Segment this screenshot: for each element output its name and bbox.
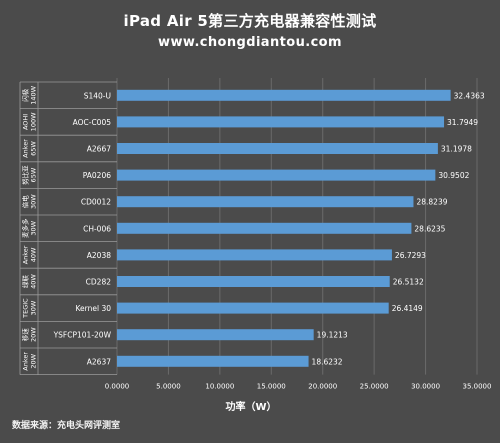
x-tick-label: 35.0000 (463, 383, 492, 391)
chart-title: iPad Air 5第三方充电器兼容性测试 (123, 12, 377, 30)
category-group-line: 100W (30, 112, 38, 131)
data-label: 18.6232 (312, 357, 343, 366)
category-group-label: Anker65W (22, 139, 38, 158)
category-group-label: 闪极140W (21, 85, 38, 104)
category-label: CD0012 (81, 198, 111, 207)
category-group-line: 闪极 (21, 88, 30, 102)
category-group-line: 倍电 (21, 195, 30, 209)
category-group-line: 40W (30, 247, 38, 262)
x-tick-label: 20.0000 (308, 383, 337, 391)
data-label: 31.1978 (441, 145, 472, 154)
category-group-line: 20W (30, 327, 38, 342)
x-tick-label: 30.0000 (411, 383, 440, 391)
category-group-label: 麦多多30W (21, 218, 38, 238)
category-label: A2637 (87, 357, 111, 366)
data-label: 26.5132 (393, 278, 424, 287)
data-label: 19.1213 (317, 331, 348, 340)
category-group-line: 移速 (21, 328, 30, 342)
category-group-line: 30W (30, 220, 38, 235)
chart-subtitle: www.chongdiantou.com (158, 35, 342, 50)
data-label: 28.8239 (416, 198, 447, 207)
bar (117, 276, 390, 287)
bar (117, 355, 309, 367)
data-label: 30.9502 (438, 171, 469, 180)
category-label: A2667 (87, 145, 111, 154)
category-group-label: 倍电30W (21, 194, 38, 209)
category-group-label: 努比亚65W (21, 165, 38, 185)
x-tick-label: 5.0000 (156, 383, 181, 391)
category-label: PA0206 (83, 171, 111, 180)
category-group-label: Anker40W (22, 245, 38, 264)
category-group-line: 65W (30, 141, 38, 156)
bar (117, 116, 445, 128)
bar (117, 222, 412, 234)
category-group-line: Anker (22, 139, 30, 158)
category-label: A2038 (87, 251, 111, 260)
bar (117, 89, 451, 101)
category-group-line: 40W (30, 274, 38, 289)
data-label: 31.7949 (447, 118, 478, 127)
x-tick-label: 15.0000 (257, 383, 286, 391)
category-label: S140-U (84, 91, 111, 100)
category-group-label: AOHI100W (22, 112, 38, 131)
category-group-label: TEGIC30W (22, 298, 38, 319)
x-tick-label: 25.0000 (360, 383, 389, 391)
category-label: AOC-C005 (73, 118, 112, 127)
category-group-line: 140W (30, 85, 38, 104)
category-group-line: 30W (30, 194, 38, 209)
bar (117, 143, 438, 154)
bar (117, 329, 314, 341)
category-group-line: 65W (30, 167, 38, 182)
category-group-line: 30W (30, 300, 38, 315)
data-label: 26.7293 (395, 251, 426, 260)
category-group-line: TEGIC (22, 298, 30, 319)
data-label: 28.6235 (414, 224, 445, 233)
category-group-line: 努比亚 (21, 165, 30, 185)
x-axis-title: 功率（W） (225, 402, 277, 413)
category-label: CH-006 (83, 224, 111, 233)
category-group-line: 20W (30, 353, 38, 368)
category-group-label: 移速20W (21, 327, 38, 342)
data-label: 26.4149 (392, 304, 423, 313)
category-group-line: Anker (22, 245, 30, 264)
bar (117, 249, 392, 261)
category-label: YSFCP101-20W (53, 331, 112, 340)
data-label: 32.4363 (454, 91, 485, 100)
bar (117, 302, 389, 314)
category-group-label: Anker20W (22, 352, 38, 371)
category-group-line: 绿联 (21, 275, 30, 289)
x-tick-label: 0.0000 (105, 383, 130, 391)
category-group-line: AOHI (22, 114, 30, 130)
category-group-label: 绿联40W (21, 274, 38, 289)
category-label: CD282 (86, 278, 112, 287)
category-group-line: Anker (22, 352, 30, 371)
data-source-note: 数据来源：充电头网评测室 (12, 421, 121, 431)
category-label: Kernel 30 (76, 304, 112, 313)
x-tick-label: 10.0000 (205, 383, 234, 391)
bar (117, 169, 436, 181)
category-group-line: 麦多多 (21, 218, 30, 238)
bar (117, 196, 414, 208)
